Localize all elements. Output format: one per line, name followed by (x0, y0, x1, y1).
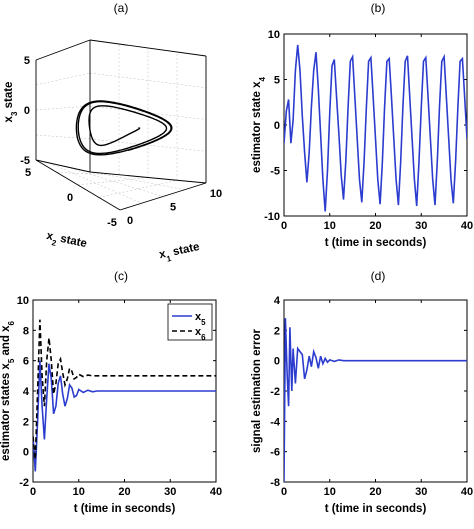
grid-line (89, 138, 207, 152)
y-tick-label: 4 (274, 295, 281, 307)
x-tick-label: 10 (324, 486, 336, 498)
y-tick-label: 4 (23, 386, 30, 398)
grid-line (89, 72, 207, 88)
legend-box (167, 303, 213, 341)
y-tick-label: 8 (23, 325, 29, 337)
grid-line (98, 180, 178, 198)
y-tick-label: 0 (274, 356, 280, 368)
y-tick-label: -5 (107, 217, 117, 229)
y-tick-label: -6 (270, 447, 280, 459)
x-tick-label: 0 (281, 220, 287, 232)
z-tick-label: 0 (24, 105, 30, 117)
grid-line (35, 72, 91, 86)
y-axis-label-a: x2 state (45, 230, 88, 254)
y-tick-label: -4 (270, 416, 281, 428)
y-tick-label: -5 (270, 166, 280, 178)
x-tick-label: 0 (127, 215, 133, 227)
grid-line (35, 105, 91, 111)
axis-edge (89, 39, 207, 57)
x-axis-label-d: t (time in seconds) (325, 503, 427, 515)
series-line-b-0 (284, 44, 467, 212)
grid-line (62, 165, 164, 197)
axis-edge (35, 39, 91, 61)
panel-title-d: (d) (371, 269, 386, 283)
x-tick-label: 30 (164, 486, 176, 498)
y-axis-label-d: signal estimation error (251, 328, 263, 453)
x-tick-label: 40 (210, 486, 222, 498)
panel-title-c: (c) (114, 269, 128, 283)
y-tick-label: -8 (270, 477, 280, 489)
x-tick-label: 40 (461, 486, 473, 498)
y-tick-label: -2 (19, 477, 29, 489)
panel-title-a: (a) (114, 1, 129, 15)
x-tick-label: 40 (461, 220, 473, 232)
trajectory-line (75, 100, 173, 156)
x-axis-label-c: t (time in seconds) (74, 503, 176, 515)
y-tick-label: 10 (17, 295, 29, 307)
x-tick-label: 5 (170, 202, 176, 214)
z-tick-label: 5 (24, 55, 30, 67)
axis-edge (89, 171, 207, 184)
x-tick-label: 0 (281, 486, 287, 498)
y-tick-label: 2 (274, 325, 280, 337)
legend-label: x5 (195, 311, 206, 327)
y-tick-label: -10 (264, 211, 280, 223)
axis-edge (119, 182, 207, 211)
y-axis-label-b: estimator state x4 (251, 77, 267, 173)
legend-label: x6 (195, 326, 206, 342)
y-tick-label: 5 (25, 167, 31, 179)
y-axis-label-c: estimator states x5 and x6 (0, 320, 16, 460)
x-tick-label: 10 (324, 220, 336, 232)
grid-line (49, 162, 142, 204)
x-tick-label: 0 (30, 486, 36, 498)
grid-line (35, 134, 91, 140)
panel-title-b: (b) (371, 1, 386, 15)
x-axis-label-b: t (time in seconds) (325, 237, 427, 249)
x-tick-label: 20 (118, 486, 130, 498)
y-tick-label: 0 (23, 447, 29, 459)
axis-edge (35, 159, 91, 173)
y-tick-label: 0 (67, 192, 73, 204)
x-tick-label: 20 (369, 220, 381, 232)
y-tick-label: 10 (268, 29, 280, 41)
y-tick-label: 6 (23, 356, 29, 368)
y-tick-label: 5 (274, 75, 280, 87)
series-line-c-1 (33, 319, 216, 460)
series-line-c-0 (33, 360, 216, 472)
x-axis-label-a: x1 state (158, 241, 201, 265)
z-tick-label: -5 (20, 155, 30, 167)
x-tick-label: 10 (73, 486, 85, 498)
x-tick-label: 20 (369, 486, 381, 498)
series-line-d-0 (284, 318, 467, 482)
y-tick-label: 2 (23, 416, 29, 428)
x-tick-label: 30 (415, 486, 427, 498)
plot-area-d (283, 299, 468, 483)
y-tick-label: -2 (270, 386, 280, 398)
axis-edge (35, 159, 121, 211)
x-tick-label: 10 (210, 188, 222, 200)
z-axis-label: x3 state (3, 82, 19, 123)
grid-line (89, 105, 207, 120)
y-tick-label: 0 (274, 120, 280, 132)
x-tick-label: 30 (415, 220, 427, 232)
